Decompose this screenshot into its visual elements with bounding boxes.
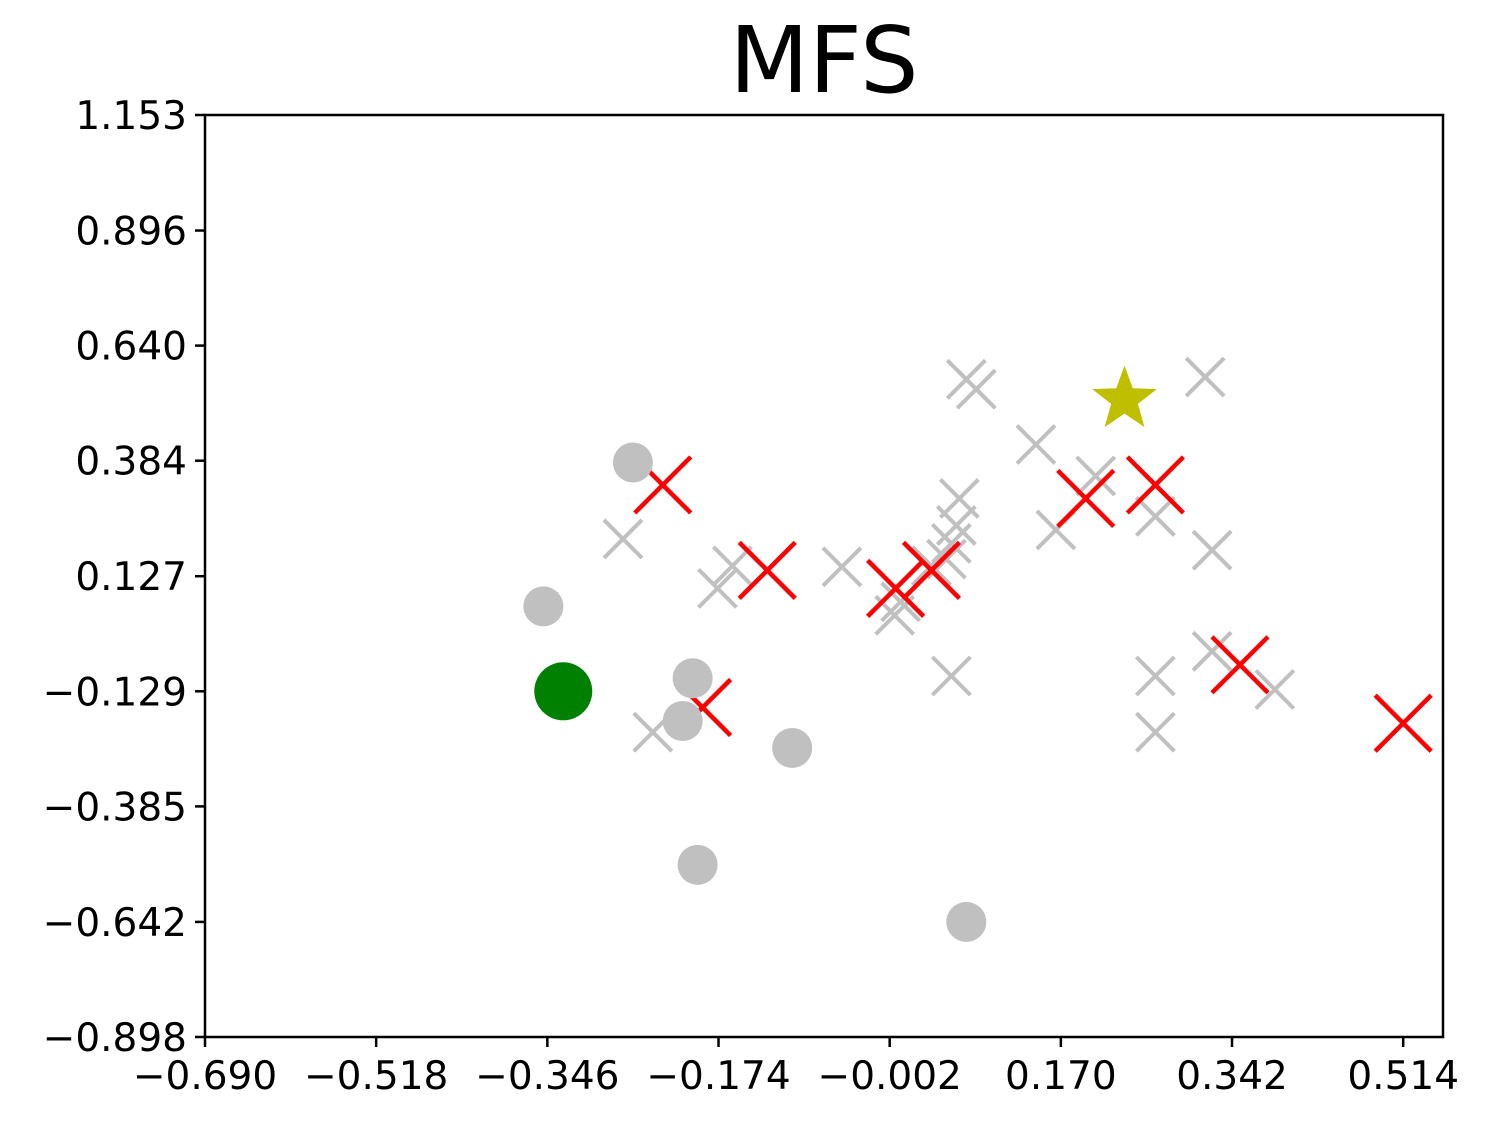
y-tick-label: −0.385 xyxy=(43,785,187,830)
gray-circle-marker xyxy=(677,844,718,885)
gray-x-marker xyxy=(1134,496,1176,537)
x-axis: −0.690 −0.518 −0.346 −0.174 −0.002 0.170 0.342… xyxy=(133,1037,1459,1099)
x-tick-label: −0.346 xyxy=(475,1054,619,1099)
gray-circle-marker xyxy=(772,727,813,768)
star-marker xyxy=(1092,365,1157,428)
red-x-marker xyxy=(1210,635,1270,695)
chart-title: MFS xyxy=(729,7,918,114)
gray-circle-marker xyxy=(672,658,713,699)
gray-x-marker xyxy=(1254,669,1296,710)
gray-x-marker xyxy=(1191,630,1233,672)
y-tick-label: 0.896 xyxy=(75,210,187,255)
y-tick-label: −0.129 xyxy=(43,670,187,715)
marks-layer xyxy=(523,356,1433,942)
y-tick-label: −0.642 xyxy=(43,901,187,946)
gray-x-marker xyxy=(602,518,644,560)
gray-x-marker xyxy=(1134,711,1176,753)
red-x-marker xyxy=(901,540,962,600)
x-tick-label: 0.170 xyxy=(1005,1054,1117,1099)
y-tick-label: 0.127 xyxy=(75,555,187,600)
x-tick-label: −0.174 xyxy=(646,1054,790,1099)
red-x-marker xyxy=(866,558,926,618)
x-tick-label: −0.690 xyxy=(133,1054,277,1099)
gray-x-marker xyxy=(930,655,972,697)
gray-circle-marker xyxy=(946,901,987,942)
gray-x-marker xyxy=(955,368,997,410)
gray-x-marker xyxy=(1191,529,1233,571)
gray-x-marker xyxy=(1075,455,1117,497)
y-tick-label: 0.640 xyxy=(75,325,187,370)
y-tick-label: −0.898 xyxy=(43,1016,187,1061)
gray-circle-marker xyxy=(662,700,703,741)
x-tick-label: 0.342 xyxy=(1176,1054,1288,1099)
x-tick-label: −0.002 xyxy=(818,1054,962,1099)
red-x-marker xyxy=(1373,693,1433,753)
red-x-marker xyxy=(1056,468,1116,529)
y-tick-label: 0.384 xyxy=(75,440,187,485)
gray-x-marker xyxy=(1134,655,1176,697)
gray-x-marker xyxy=(712,545,753,587)
gray-circle-marker xyxy=(612,442,653,483)
gray-x-marker xyxy=(1184,356,1226,398)
gray-x-marker xyxy=(697,567,738,609)
gray-circle-marker xyxy=(523,586,564,627)
x-tick-label: −0.518 xyxy=(304,1054,448,1099)
y-tick-label: 1.153 xyxy=(75,94,187,139)
red-x-marker xyxy=(1125,455,1185,515)
x-tick-label: 0.514 xyxy=(1347,1054,1459,1099)
green-circle-marker xyxy=(534,662,593,721)
red-x-marker xyxy=(737,540,797,600)
plot-frame xyxy=(203,113,1445,1039)
gray-x-marker xyxy=(1015,424,1057,465)
y-axis: 1.153 0.896 0.640 0.384 0.127 −0.129 −0.385 −0.… xyxy=(43,94,205,1061)
gray-x-marker xyxy=(938,478,980,519)
gray-x-marker xyxy=(821,546,863,588)
